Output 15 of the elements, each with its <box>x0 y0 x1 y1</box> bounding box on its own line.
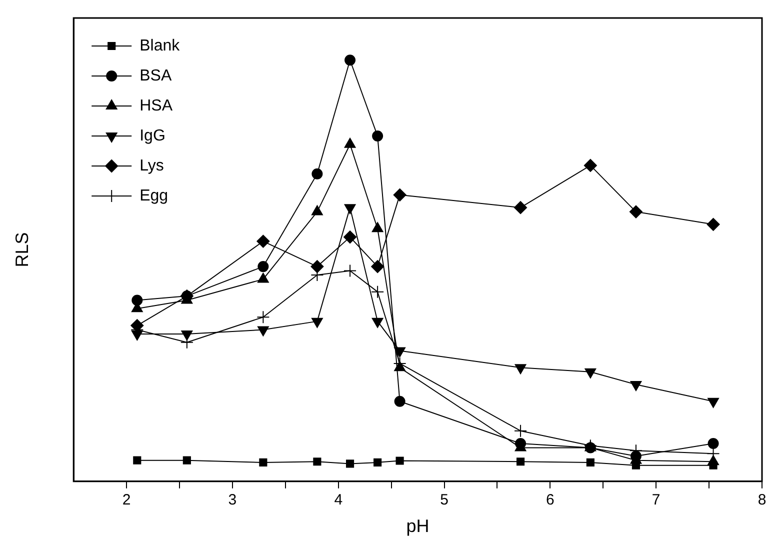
x-tick-label: 7 <box>652 492 660 509</box>
x-tick-label: 6 <box>546 492 554 509</box>
legend-label: Blank <box>140 37 181 54</box>
legend-label: HSA <box>140 97 173 114</box>
x-tick-label: 8 <box>758 492 766 509</box>
legend-label: BSA <box>140 67 172 84</box>
legend-label: Egg <box>140 187 168 204</box>
y-axis-title: RLS <box>12 232 32 268</box>
x-tick-label: 4 <box>334 492 343 509</box>
legend-label: Lys <box>140 157 164 174</box>
legend-label: IgG <box>140 127 166 144</box>
x-tick-label: 3 <box>228 492 237 509</box>
x-axis-title: pH <box>406 516 430 536</box>
x-tick-label: 5 <box>440 492 448 509</box>
x-tick-label: 2 <box>122 492 131 509</box>
